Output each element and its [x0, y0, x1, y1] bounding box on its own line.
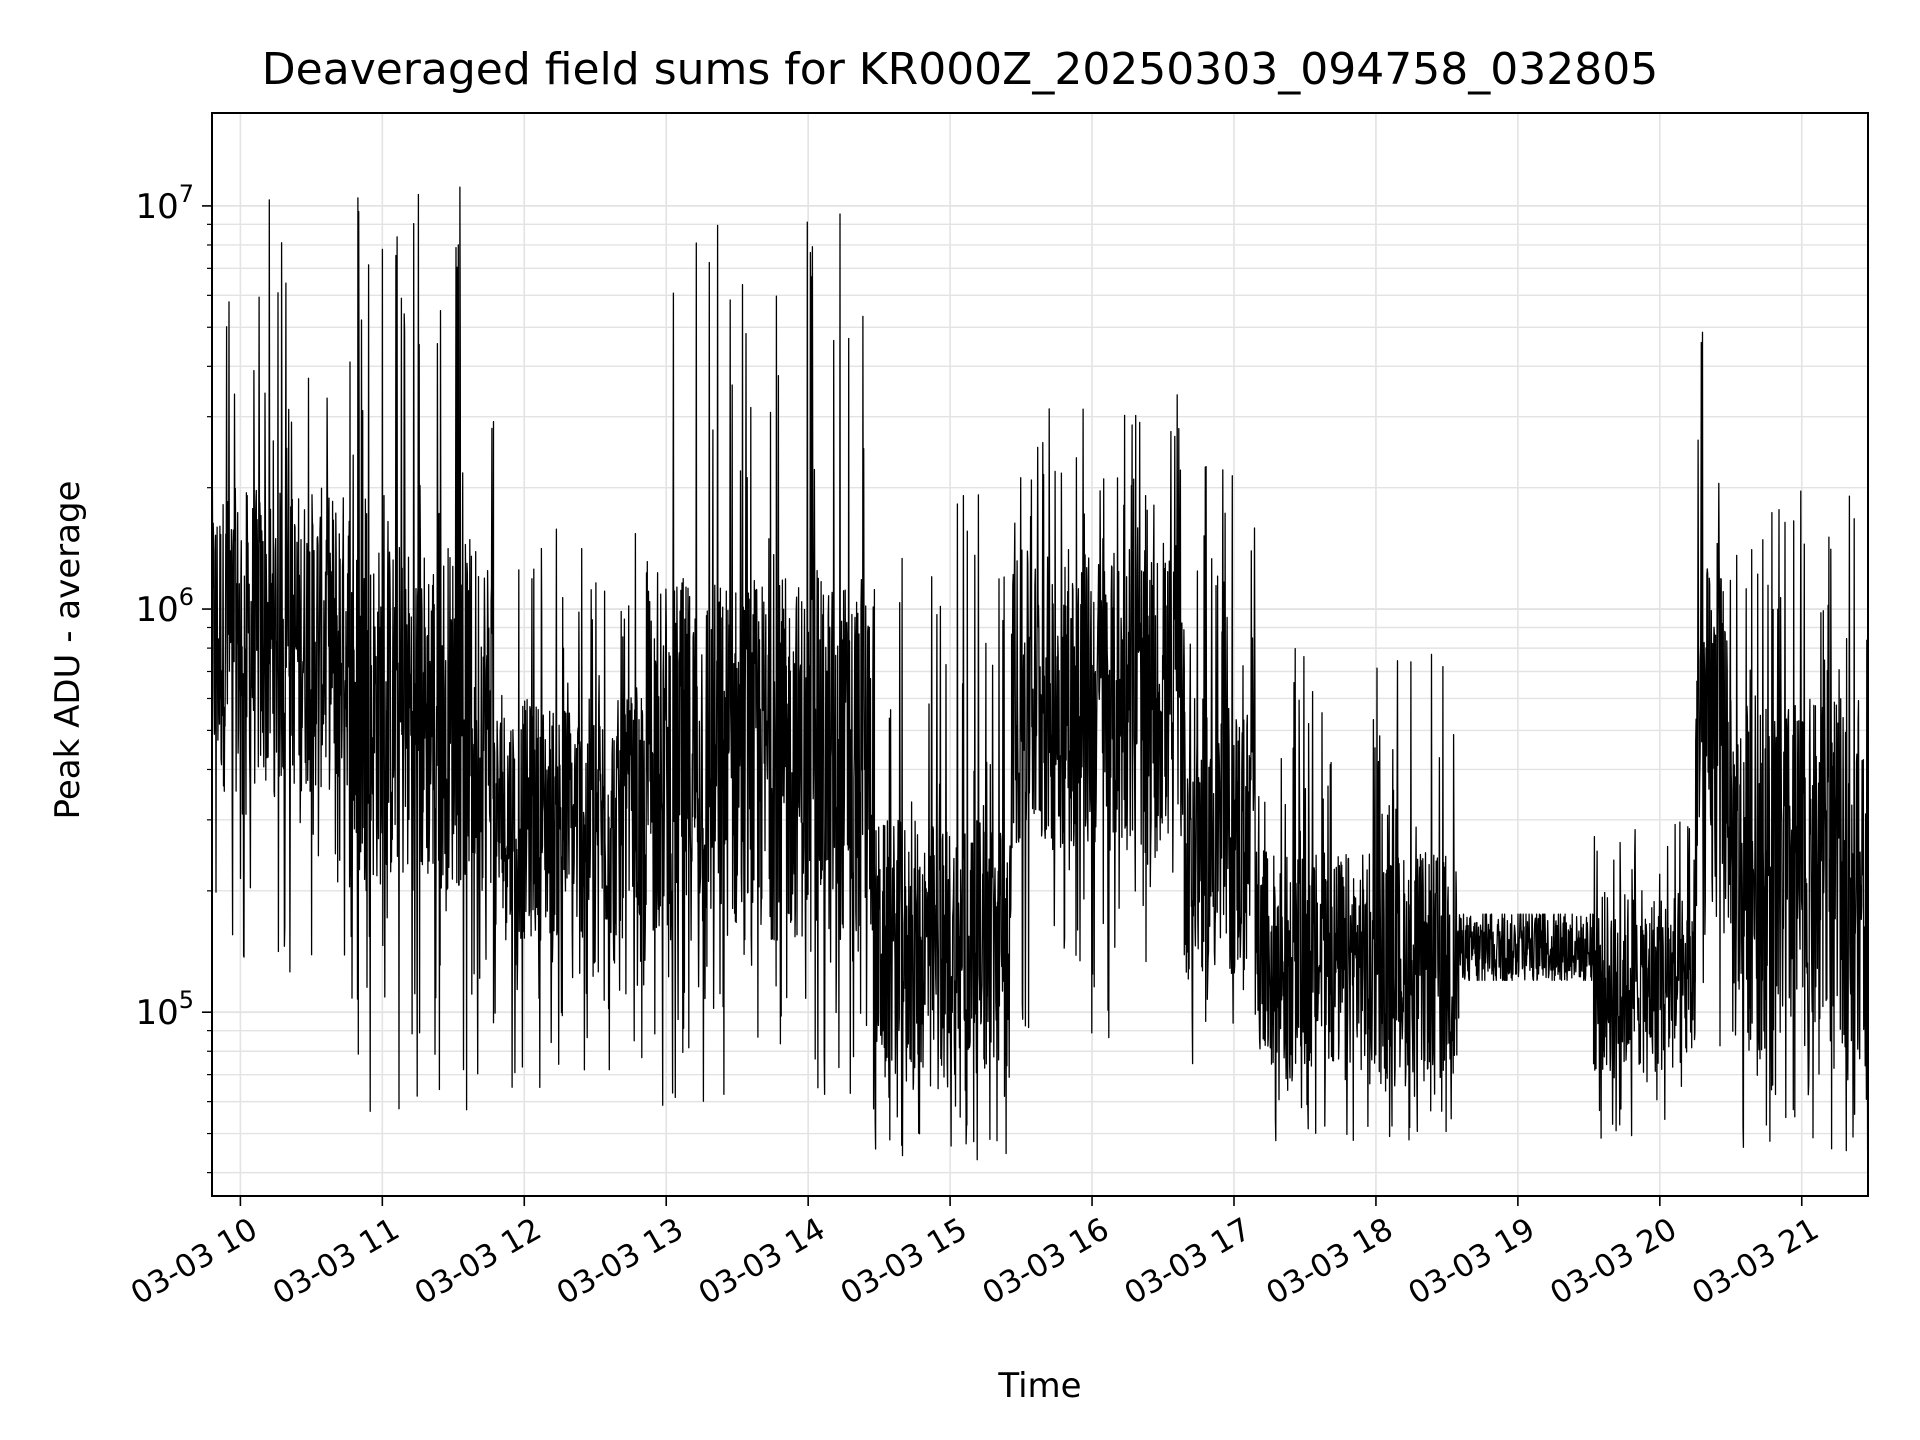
y-tick-label: 106 [135, 583, 194, 630]
x-axis-label: Time [998, 1366, 1082, 1406]
x-tick-label: 03-03 10 [125, 1211, 264, 1312]
x-tick-label: 03-03 14 [693, 1211, 832, 1312]
x-tick-label: 03-03 21 [1686, 1211, 1825, 1312]
x-tick-label: 03-03 11 [267, 1211, 406, 1312]
x-tick-label: 03-03 19 [1402, 1211, 1541, 1312]
x-tick-label: 03-03 17 [1118, 1211, 1257, 1312]
y-tick-label: 107 [135, 180, 194, 227]
series-line [211, 186, 1869, 1161]
x-tick-label: 03-03 18 [1260, 1211, 1399, 1312]
chart-title: Deaveraged field sums for KR000Z_2025030… [261, 44, 1659, 95]
y-axis-label: Peak ADU - average [48, 480, 88, 820]
x-tick-label: 03-03 16 [977, 1211, 1116, 1312]
plot-frame [211, 112, 1869, 1197]
x-tick-label: 03-03 15 [835, 1211, 974, 1312]
x-tick-label: 03-03 12 [409, 1211, 548, 1312]
x-tick-label: 03-03 20 [1544, 1211, 1683, 1312]
x-tick-label: 03-03 13 [551, 1211, 690, 1312]
y-tick-label: 105 [135, 986, 194, 1033]
series-layer [211, 186, 1869, 1161]
